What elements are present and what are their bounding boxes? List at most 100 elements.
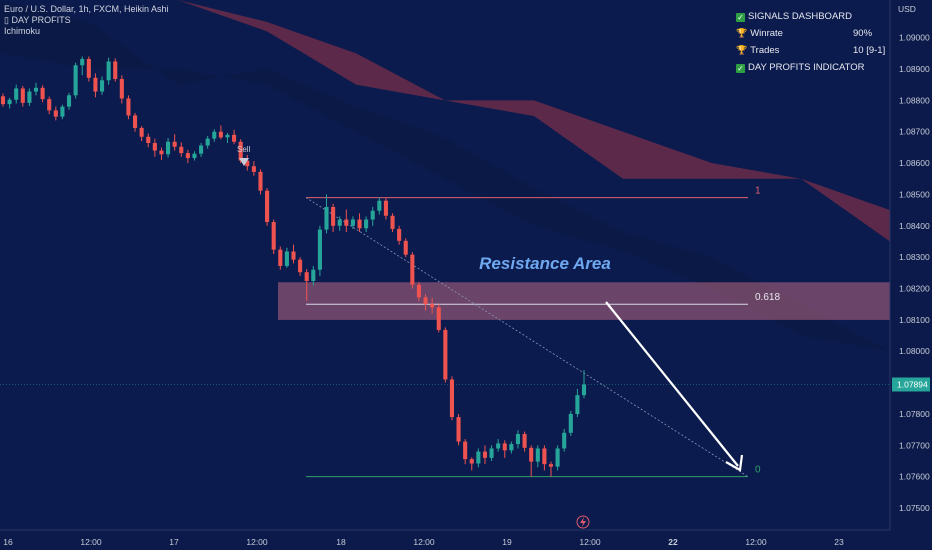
candle [502, 440, 507, 458]
candle-body [172, 141, 177, 147]
candle-body [403, 240, 408, 255]
trades-label: Trades [750, 45, 780, 56]
indicator-ichimoku[interactable]: Ichimoku [4, 26, 41, 36]
price-tick-label: 1.07700 [899, 440, 930, 450]
candle [172, 134, 177, 151]
candle [278, 246, 283, 270]
trades-row: 🏆 Trades 10 [9-1] [736, 42, 886, 59]
candle [166, 137, 171, 158]
candle [298, 257, 303, 276]
candle [443, 327, 448, 383]
indicator-label: DAY PROFITS [11, 15, 71, 25]
price-tick-label: 1.08900 [899, 64, 930, 74]
candle-body [66, 95, 72, 107]
candle-body [469, 459, 474, 464]
candle [40, 85, 45, 103]
candle [522, 431, 527, 452]
candle-body [298, 259, 303, 273]
indicator-day-profits[interactable]: ▯ DAY PROFITS [4, 15, 169, 26]
projection-arrow-head [725, 454, 744, 472]
candle [0, 93, 6, 107]
candle-body [548, 464, 554, 467]
time-tick-label: 23 [834, 537, 844, 547]
candle-body [192, 153, 197, 159]
candle-body [80, 58, 85, 66]
currency-label: USD [898, 4, 916, 14]
candle-body [93, 77, 98, 92]
candle-body [0, 96, 6, 105]
candle-body [271, 222, 276, 250]
candle-body [370, 210, 375, 220]
time-tick-label: 16 [3, 537, 13, 547]
candle [14, 84, 19, 104]
candle [430, 297, 435, 314]
candle-body [364, 219, 369, 229]
time-tick-label: 22 [668, 537, 678, 547]
candle [324, 194, 329, 234]
price-tick-label: 1.08200 [899, 284, 930, 294]
candle [232, 129, 237, 145]
trophy-icon: 🏆 [736, 45, 748, 55]
candle [159, 147, 164, 160]
candle-body [502, 443, 507, 451]
candle-body [251, 166, 256, 172]
candle [555, 445, 560, 471]
time-tick-label: 12:00 [745, 537, 767, 547]
price-axis[interactable]: 1.09000 1.08900 1.08800 1.08700 1.08600 1.085… [889, 0, 932, 550]
candle [27, 88, 32, 106]
candle-body [443, 329, 448, 380]
trophy-icon: 🏆 [736, 28, 748, 38]
candle [482, 445, 488, 465]
candle-body [529, 447, 534, 462]
candle-body [568, 413, 573, 433]
candle [317, 225, 322, 276]
candle-body [377, 200, 382, 211]
candle-body [139, 127, 144, 137]
candle [179, 142, 184, 157]
level-0618-label: 0.618 [755, 292, 780, 303]
candle-body [331, 206, 336, 226]
sell-arrow-icon [239, 158, 249, 166]
candle-body [60, 106, 65, 117]
price-tick-label: 1.08500 [899, 189, 930, 199]
candle [66, 92, 72, 110]
candle-body [212, 131, 217, 139]
candle [562, 429, 567, 452]
candle-body [179, 146, 184, 154]
resistance-label: Resistance Area [479, 254, 611, 273]
symbol-title[interactable]: Euro / U.S. Dollar, 1h, FXCM, Heikin Ash… [4, 4, 169, 14]
candle [397, 225, 402, 245]
time-axis[interactable]: 16 12:00 17 12:00 18 12:00 19 12:00 22 12:00 23 [0, 515, 890, 547]
level-1-label: 1 [755, 186, 761, 197]
candle-body [40, 87, 45, 100]
price-tick-label: 1.07500 [899, 503, 930, 513]
candle [509, 441, 514, 454]
time-tick-label: 19 [502, 537, 512, 547]
price-tick-label: 1.08800 [899, 95, 930, 105]
candle [7, 97, 12, 109]
signals-dashboard: ✓ SIGNALS DASHBOARD 🏆 Winrate 90% 🏆 Trades 10… [736, 8, 886, 76]
candle-body [132, 115, 138, 128]
candles [0, 56, 587, 477]
candle [548, 461, 554, 477]
price-tick-label: 1.09000 [899, 33, 930, 43]
candle-body [86, 58, 91, 78]
candle-body [7, 99, 12, 105]
check-icon: ✓ [736, 13, 745, 22]
candle [383, 198, 388, 220]
candle [568, 410, 573, 436]
candle [218, 125, 223, 140]
candle-body [410, 254, 415, 285]
candle-body [482, 451, 488, 458]
candle [436, 304, 441, 333]
candle-body [218, 131, 223, 138]
candle-body [535, 448, 540, 462]
candle-body [20, 88, 25, 103]
lightning-icon-bolt [580, 517, 586, 527]
candle [20, 85, 25, 107]
candle [132, 112, 138, 132]
candle-body [463, 441, 468, 460]
candle [86, 56, 91, 82]
candle [344, 209, 349, 233]
